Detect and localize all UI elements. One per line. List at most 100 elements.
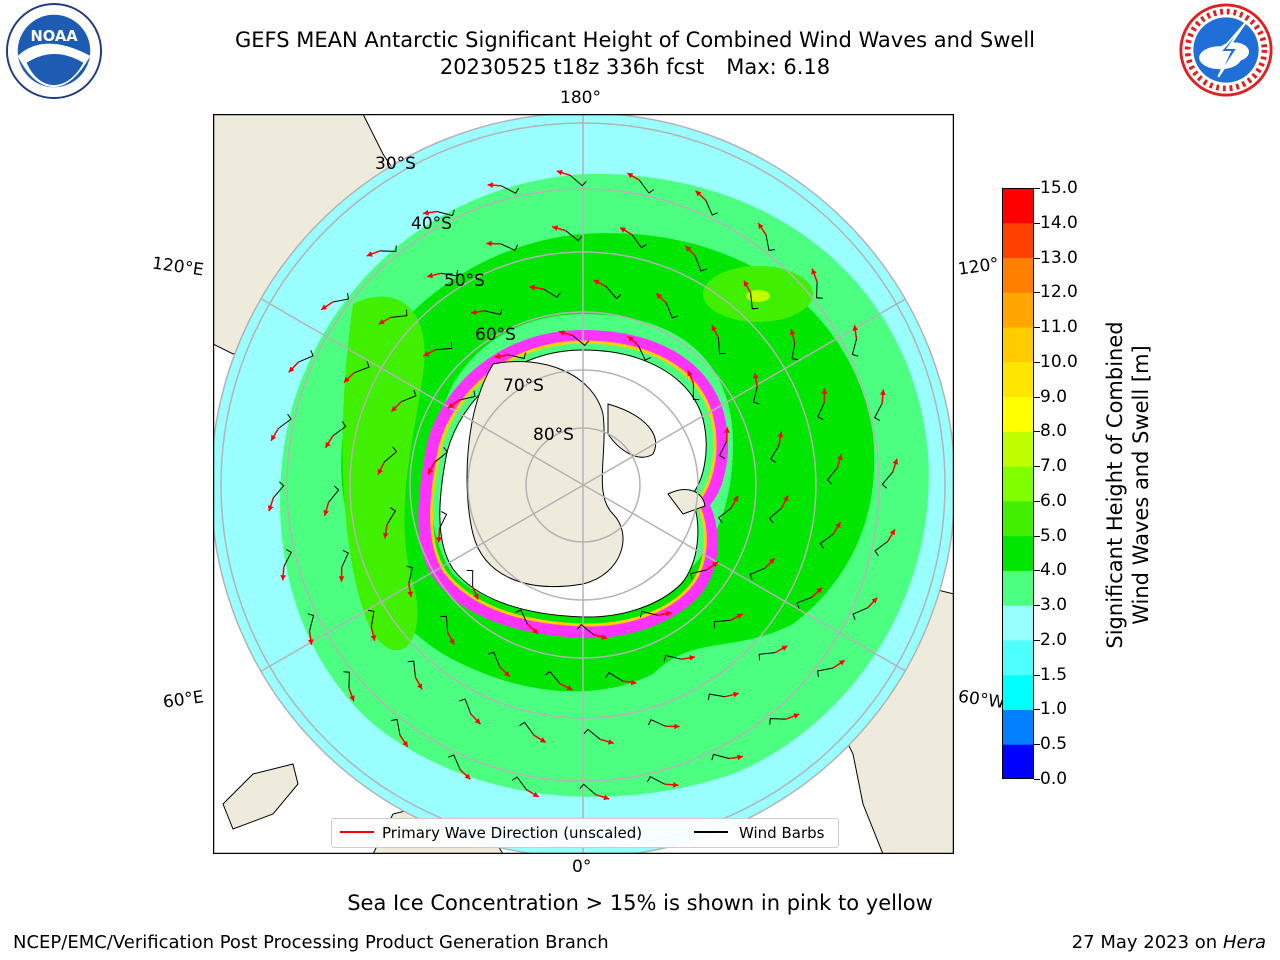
colorbar-segment: [1002, 292, 1034, 328]
colorbar-segment: [1002, 744, 1034, 779]
colorbar-tick-label: 4.0: [1040, 560, 1068, 581]
footer-date-text: 27 May 2023 on: [1071, 932, 1218, 953]
wind-barb: [400, 389, 417, 403]
colorbar-tick-label: 2.0: [1040, 629, 1068, 650]
colorbar-segment: [1002, 361, 1034, 398]
wind-barb: [718, 507, 732, 523]
wind-barb: [379, 245, 397, 252]
wave-arrow-head: [558, 330, 565, 336]
wave-arrow-head: [423, 209, 429, 216]
wave-arrow-head: [323, 509, 329, 516]
wave-arrow-head: [711, 325, 717, 332]
wind-barb: [511, 776, 528, 791]
wind-barb: [713, 619, 731, 628]
colorbar-tickmark: [1034, 674, 1040, 676]
noaa-logo-text: NOAA: [30, 28, 78, 45]
wave-arrow-head: [338, 576, 345, 582]
wind-barb: [638, 179, 655, 194]
colorbar-tick-label: 1.0: [1040, 699, 1068, 720]
colorbar-segment: [1002, 257, 1034, 293]
wave-arrow-head: [607, 739, 614, 745]
map-legend: Primary Wave Direction (unscaled) Wind B…: [331, 818, 839, 848]
colorbar-segment: [1002, 500, 1034, 537]
colorbar-tick-label: 8.0: [1040, 421, 1068, 442]
wind-barb: [501, 185, 520, 194]
wind-barb: [817, 402, 825, 421]
wind-barb: [690, 569, 707, 580]
wave-arrow-head: [487, 182, 493, 188]
wind-barb: [484, 308, 503, 316]
colorbar-label-line1: Significant Height of Combined: [1103, 321, 1127, 649]
footer-branch: NCEP/EMC/Verification Post Processing Pr…: [13, 932, 609, 953]
wind-barb: [796, 596, 813, 609]
colorbar-segment: [1002, 605, 1034, 641]
wave-arrow-head: [539, 737, 546, 743]
wind-barb: [647, 719, 666, 727]
wave-arrow-head: [288, 366, 295, 373]
lon-label-180: 180°: [560, 88, 601, 108]
wind-barb: [705, 200, 718, 216]
colorbar-tickmark: [1034, 396, 1040, 398]
wave-arrow-head: [777, 431, 784, 438]
colorbar-tickmark: [1034, 257, 1040, 259]
wave-arrow-head: [781, 645, 788, 651]
lat-label-50s: 50°S: [444, 271, 485, 291]
wave-arrow-head: [665, 610, 672, 617]
wave-arrow-head: [620, 227, 627, 233]
lat-label-80s: 80°S: [533, 425, 574, 445]
wind-barb: [631, 234, 647, 249]
chart-subtitle: 20230525 t18z 336h fcst Max: 6.18: [60, 54, 1210, 80]
colorbar-tickmark: [1034, 361, 1040, 363]
wave-arrow-head: [673, 782, 679, 788]
colorbar-segment: [1002, 466, 1034, 502]
colorbar-label: Significant Height of Combined Wind Wave…: [1102, 275, 1154, 695]
wind-barb: [272, 481, 285, 499]
colorbar-tickmark: [1034, 535, 1040, 537]
colorbar-segment: [1002, 709, 1034, 745]
wind-barb: [367, 609, 375, 628]
nws-logo-icon: [1179, 3, 1273, 97]
wind-barb: [665, 302, 679, 319]
wave-arrow-head: [366, 251, 373, 257]
wind-barb: [341, 549, 349, 568]
wave-arrow-head: [556, 169, 563, 176]
wave-arrow-head: [789, 329, 796, 335]
wind-barb: [434, 447, 448, 463]
wave-arrow-head: [630, 679, 637, 686]
wave-arrow-head: [892, 458, 899, 465]
colorbar-tick-label: 1.5: [1040, 664, 1068, 685]
wave-arrow-head: [473, 593, 479, 600]
wave-arrow-head: [736, 613, 743, 619]
colorbar-tickmark: [1034, 709, 1040, 711]
wave-arrow-head: [816, 587, 823, 594]
wind-barb: [343, 671, 350, 689]
wind-barb: [717, 337, 726, 355]
wind-barb: [328, 485, 340, 503]
wind-barb: [390, 309, 408, 318]
wave-arrow-head: [417, 683, 423, 690]
lat-label-60s: 60°S: [475, 325, 516, 345]
wave-arrow-head: [486, 240, 492, 247]
wind-barb: [692, 383, 700, 401]
wind-barb: [749, 567, 766, 581]
wind-barb: [605, 285, 622, 300]
lon-label-120w: 120°: [956, 254, 1001, 280]
wave-arrows: [267, 169, 899, 801]
wind-barb: [874, 540, 889, 557]
wind-barb: [639, 610, 658, 618]
wind-barb: [487, 651, 501, 668]
colorbar-tick-label: 5.0: [1040, 525, 1068, 546]
wind-barb: [816, 667, 834, 677]
wind-barb: [791, 342, 799, 361]
wind-barb: [758, 652, 776, 661]
wave-arrow-head: [871, 597, 878, 604]
colorbar-segment: [1002, 570, 1034, 606]
wave-arrow-head: [880, 389, 886, 395]
colorbar-tick-label: 13.0: [1040, 247, 1078, 268]
wave-arrow-head: [267, 505, 274, 512]
wind-barb: [819, 533, 834, 549]
wave-arrow-head: [743, 280, 749, 287]
colorbar-tickmark: [1034, 639, 1040, 641]
wind-barb: [353, 361, 370, 374]
wave-arrow-head: [377, 468, 383, 475]
